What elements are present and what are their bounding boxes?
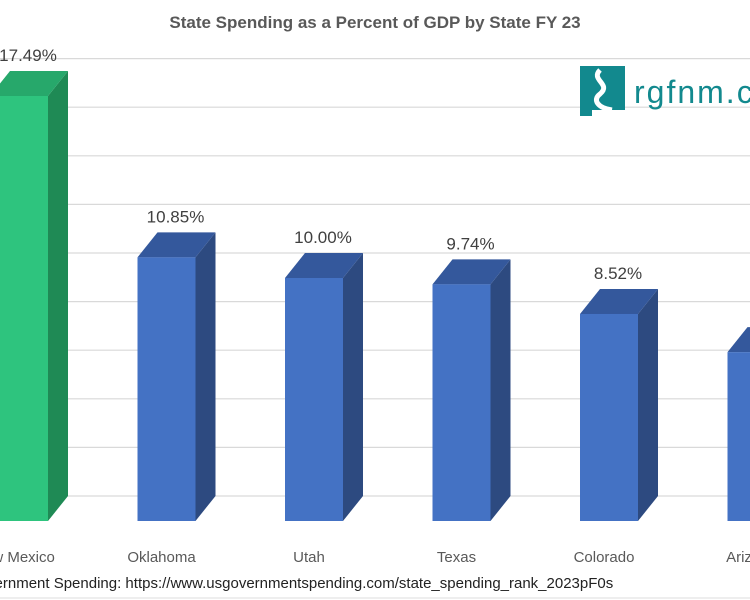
category-label: Colorado (574, 549, 635, 566)
bar-front (137, 257, 196, 521)
bar-top (0, 70, 68, 96)
value-label: 17.49% (0, 46, 57, 65)
bar-top (727, 327, 750, 353)
bar-top (285, 253, 363, 278)
bar-front (727, 352, 750, 521)
value-label: 8.52% (594, 264, 642, 283)
logo-text: rgfnm.co (634, 74, 750, 110)
bar-side (638, 288, 658, 521)
category-label: Oklahoma (127, 549, 196, 566)
bar-top (432, 259, 511, 285)
bar-side (48, 70, 68, 522)
bar-front (0, 95, 48, 522)
bar-new-mexico (0, 70, 68, 522)
category-label: Arizona (726, 549, 750, 566)
value-label: 9.74% (446, 234, 494, 253)
bar-top (580, 288, 658, 314)
bar-front (432, 284, 491, 521)
category-label: Utah (293, 549, 325, 566)
bar-front (285, 278, 343, 521)
bar-top (137, 232, 216, 258)
value-labels: 17.49%10.85%10.00%9.74%8.52%6 (0, 46, 642, 283)
bar-colorado (580, 288, 658, 521)
bar-side (195, 232, 216, 521)
category-labels: New Mexico Oklahoma Utah Texas Colorado Arizo… (0, 549, 750, 566)
bar-utah (285, 253, 363, 521)
gridlines (0, 57, 750, 497)
category-label: Texas (437, 549, 476, 566)
category-label: New Mexico (0, 549, 55, 566)
bar-texas (432, 259, 511, 521)
value-label: 10.85% (147, 207, 205, 226)
chart-title: State Spending as a Percent of GDP by St… (169, 13, 580, 32)
bar-front (580, 313, 638, 521)
bars (0, 70, 750, 522)
bar-arizona (727, 327, 750, 521)
bar-oklahoma (137, 232, 216, 521)
bar-side (343, 253, 363, 521)
value-label: 10.00% (294, 228, 352, 247)
source-note: US Government Spending: https://www.usgo… (0, 575, 613, 592)
logo: rgfnm.co (580, 66, 750, 116)
bar-side (490, 259, 511, 521)
